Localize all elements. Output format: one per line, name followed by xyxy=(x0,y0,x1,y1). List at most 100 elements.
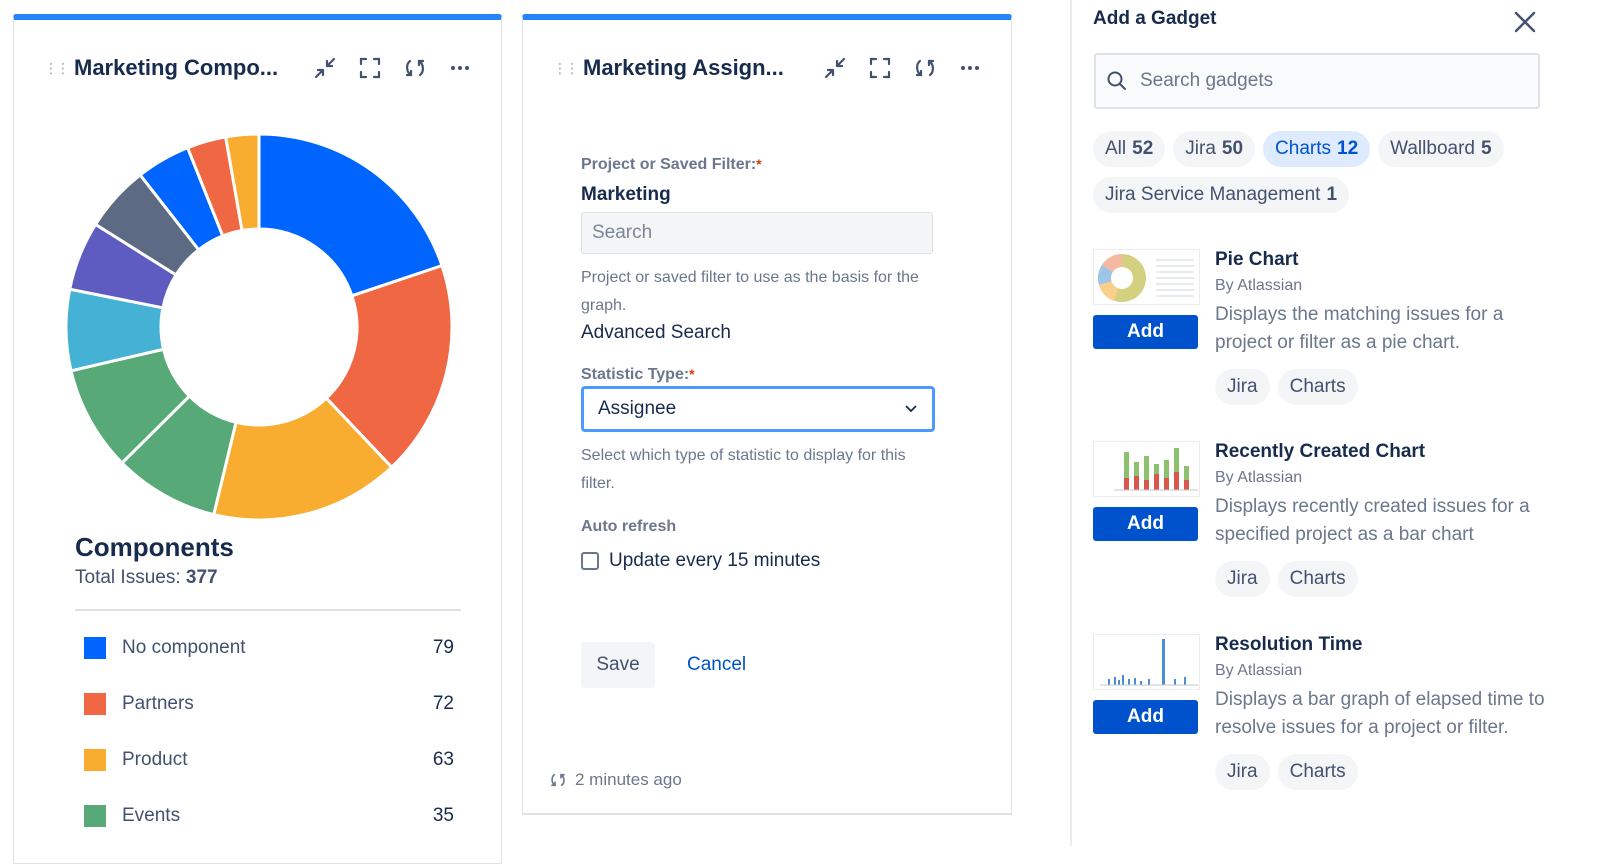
chip-count: 1 xyxy=(1326,184,1338,205)
statistic-type-label: Statistic Type:* xyxy=(581,366,695,383)
pie-chart-thumbnail xyxy=(1093,249,1200,305)
more-options-icon[interactable] xyxy=(446,55,473,82)
filter-search-input[interactable]: Search xyxy=(581,212,933,254)
category-chip-all[interactable]: All 52 xyxy=(1093,131,1166,167)
category-chip-wallboard[interactable]: Wallboard 5 xyxy=(1378,131,1504,167)
chip-label: Jira Service Management xyxy=(1105,184,1321,205)
legend-title: Components xyxy=(75,532,234,562)
category-chip-charts[interactable]: Charts 12 xyxy=(1263,131,1371,167)
donut-slice[interactable] xyxy=(257,132,444,298)
legend-value: 35 xyxy=(432,805,454,826)
pane-divider xyxy=(1070,0,1072,846)
chip-label: Jira xyxy=(1185,138,1216,159)
auto-refresh-option-label: Update every 15 minutes xyxy=(609,550,821,571)
legend-value: 63 xyxy=(432,749,454,770)
refresh-icon[interactable] xyxy=(401,55,428,82)
chevron-down-icon xyxy=(905,405,917,413)
recently-created-thumbnail xyxy=(1093,441,1200,497)
gadget-description: Displays a bar graph of elapsed time to … xyxy=(1215,689,1545,738)
filter-label: Project or Saved Filter:* xyxy=(581,156,762,173)
chip-label: All xyxy=(1105,138,1127,159)
gadget-title: Marketing Compo... xyxy=(74,55,279,80)
last-updated: 2 minutes ago xyxy=(549,770,682,790)
add-pie-chart-button[interactable]: Add xyxy=(1093,315,1198,349)
category-chip-jira-service-management[interactable]: Jira Service Management 1 xyxy=(1093,177,1350,213)
tag-jira[interactable]: Jira xyxy=(1215,561,1270,597)
legend-item[interactable]: No component 79 xyxy=(84,620,454,676)
save-button[interactable]: Save xyxy=(581,642,655,688)
fullscreen-icon[interactable] xyxy=(356,55,383,82)
gadget-info: Pie Chart By Atlassian Displays the matc… xyxy=(1215,249,1551,405)
legend-item[interactable]: Product 63 xyxy=(84,732,454,788)
donut-slice[interactable] xyxy=(324,263,454,470)
statistic-type-value: Assignee xyxy=(598,398,677,419)
legend-swatch xyxy=(84,805,106,827)
add-resolution-time-button[interactable]: Add xyxy=(1093,700,1198,734)
auto-refresh-checkbox[interactable] xyxy=(581,552,599,570)
drag-handle-icon[interactable]: ⋮⋮ xyxy=(553,60,579,76)
gadget-description: Displays recently created issues for a s… xyxy=(1215,496,1530,545)
statistic-type-select[interactable]: Assignee xyxy=(581,386,935,432)
chip-count: 12 xyxy=(1337,138,1359,159)
drag-handle-icon[interactable]: ⋮⋮ xyxy=(44,60,70,76)
legend-label: Partners xyxy=(122,693,194,714)
donut-slice[interactable] xyxy=(211,396,394,522)
legend-label: Product xyxy=(122,749,188,770)
refresh-icon[interactable] xyxy=(911,55,938,82)
gadget-title: Pie Chart xyxy=(1215,249,1299,270)
more-options-icon[interactable] xyxy=(956,55,983,82)
assignee-gadget: ⋮⋮ Marketing Assign... Project or Saved … xyxy=(522,14,1012,815)
tag-charts[interactable]: Charts xyxy=(1277,754,1358,790)
resolution-time-thumbnail xyxy=(1093,634,1200,690)
legend-value: 72 xyxy=(432,693,454,714)
gadget-header: ⋮⋮ Marketing Compo... xyxy=(44,50,479,86)
tag-charts[interactable]: Charts xyxy=(1277,369,1358,405)
category-filters: All 52 Jira 50 Charts 12 Wallboard 5 Jira Servic… xyxy=(1093,131,1553,213)
legend-swatch xyxy=(84,749,106,771)
gadget-title: Resolution Time xyxy=(1215,634,1363,655)
chip-label: Wallboard xyxy=(1390,138,1475,159)
donut-slice[interactable] xyxy=(223,132,261,233)
legend-label: Events xyxy=(122,805,181,826)
advanced-search-link[interactable]: Advanced Search xyxy=(581,322,731,343)
statistic-help-text: Select which type of statistic to displa… xyxy=(581,447,906,492)
add-gadget-title: Add a Gadget xyxy=(1093,8,1217,29)
gadget-title: Marketing Assign... xyxy=(583,55,784,80)
search-icon xyxy=(1107,71,1126,90)
chip-count: 50 xyxy=(1221,138,1244,159)
selected-filter: Marketing xyxy=(581,184,671,205)
legend-swatch xyxy=(84,637,106,659)
tag-charts[interactable]: Charts xyxy=(1277,561,1358,597)
components-donut-chart xyxy=(64,132,454,522)
auto-refresh-label: Auto refresh xyxy=(581,518,677,535)
fullscreen-icon[interactable] xyxy=(866,55,893,82)
add-recently-created-button[interactable]: Add xyxy=(1093,507,1198,541)
search-gadgets-input[interactable] xyxy=(1140,70,1520,92)
gadget-config-form: Project or Saved Filter:* Marketing Sear… xyxy=(581,156,941,572)
gadget-description: Displays the matching issues for a proje… xyxy=(1215,304,1504,353)
gadget-info: Recently Created Chart By Atlassian Disp… xyxy=(1215,441,1551,597)
close-icon[interactable] xyxy=(1511,8,1539,36)
gadget-header: ⋮⋮ Marketing Assign... xyxy=(553,50,989,86)
chip-count: 5 xyxy=(1480,138,1492,159)
tag-jira[interactable]: Jira xyxy=(1215,754,1270,790)
total-issues: Total Issues: 377 xyxy=(75,567,218,588)
gadget-search xyxy=(1094,53,1540,109)
tag-jira[interactable]: Jira xyxy=(1215,369,1270,405)
legend-swatch xyxy=(84,693,106,715)
chip-label: Charts xyxy=(1275,138,1331,159)
last-updated-text: 2 minutes ago xyxy=(575,770,682,789)
cancel-button[interactable]: Cancel xyxy=(687,654,747,675)
legend-label: No component xyxy=(122,637,246,658)
auto-refresh-row: Update every 15 minutes xyxy=(581,550,941,572)
components-gadget: ⋮⋮ Marketing Compo... Components Total I… xyxy=(13,14,502,864)
legend-item[interactable]: Events 35 xyxy=(84,788,454,844)
gadget-title: Recently Created Chart xyxy=(1215,441,1426,462)
filter-help-text: Project or saved filter to use as the ba… xyxy=(581,269,919,314)
legend-item[interactable]: Partners 72 xyxy=(84,676,454,732)
minimize-icon[interactable] xyxy=(821,55,848,82)
gadget-author: By Atlassian xyxy=(1215,277,1303,294)
minimize-icon[interactable] xyxy=(311,55,338,82)
legend-divider xyxy=(75,609,461,611)
category-chip-jira[interactable]: Jira 50 xyxy=(1173,131,1256,167)
